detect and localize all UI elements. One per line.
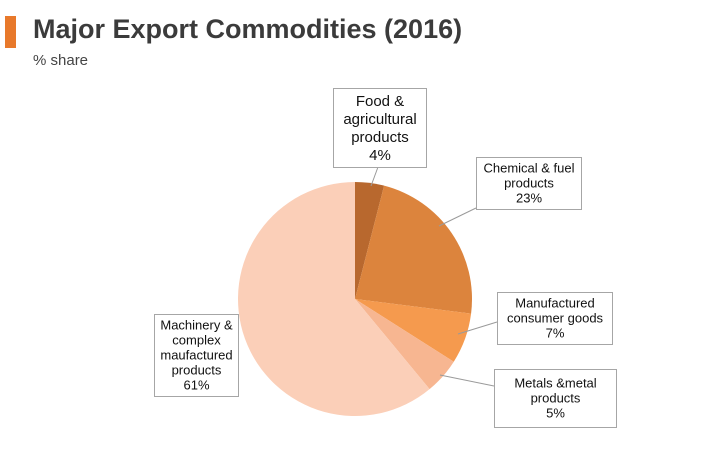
slice-value-label: 7%	[546, 326, 565, 341]
slice-name-label: products	[531, 391, 581, 406]
slice-value-label: 61%	[183, 378, 209, 393]
pie-slice	[355, 299, 472, 362]
label-box	[154, 314, 239, 397]
slice-name-label: maufactured	[160, 348, 232, 363]
slice-value-label: 5%	[546, 406, 565, 421]
label-box	[497, 292, 613, 345]
slice-name-label: Manufactured	[515, 296, 595, 311]
slice-name-label: agricultural	[343, 111, 416, 128]
leader-line	[439, 374, 495, 387]
leader-line	[457, 321, 498, 335]
pie-slice	[238, 182, 430, 417]
slice-name-label: products	[172, 363, 222, 378]
slice-value-label: 4%	[369, 147, 391, 164]
label-box	[333, 88, 427, 168]
leader-line	[438, 207, 477, 227]
leader-line	[370, 166, 379, 187]
pie-slice	[355, 185, 473, 314]
label-box	[476, 157, 582, 210]
title-accent-bar	[5, 16, 16, 48]
slice-name-label: Chemical & fuel	[483, 161, 574, 176]
slice-name-label: consumer goods	[507, 311, 604, 326]
pie-slices	[238, 182, 473, 417]
slice-name-label: products	[351, 129, 409, 146]
label-box	[494, 369, 617, 428]
leader-lines	[370, 166, 498, 387]
pie-slice	[355, 299, 454, 390]
slice-value-label: 23%	[516, 191, 542, 206]
chart-title: Major Export Commodities (2016)	[33, 14, 463, 44]
chart-subtitle: % share	[33, 52, 89, 69]
slice-name-label: Food &	[356, 93, 404, 110]
pie-slice	[355, 182, 385, 299]
slice-name-label: complex	[172, 333, 221, 348]
slice-name-label: products	[504, 176, 554, 191]
slice-name-label: Metals &metal	[514, 376, 596, 391]
slice-name-label: Machinery &	[160, 318, 233, 333]
